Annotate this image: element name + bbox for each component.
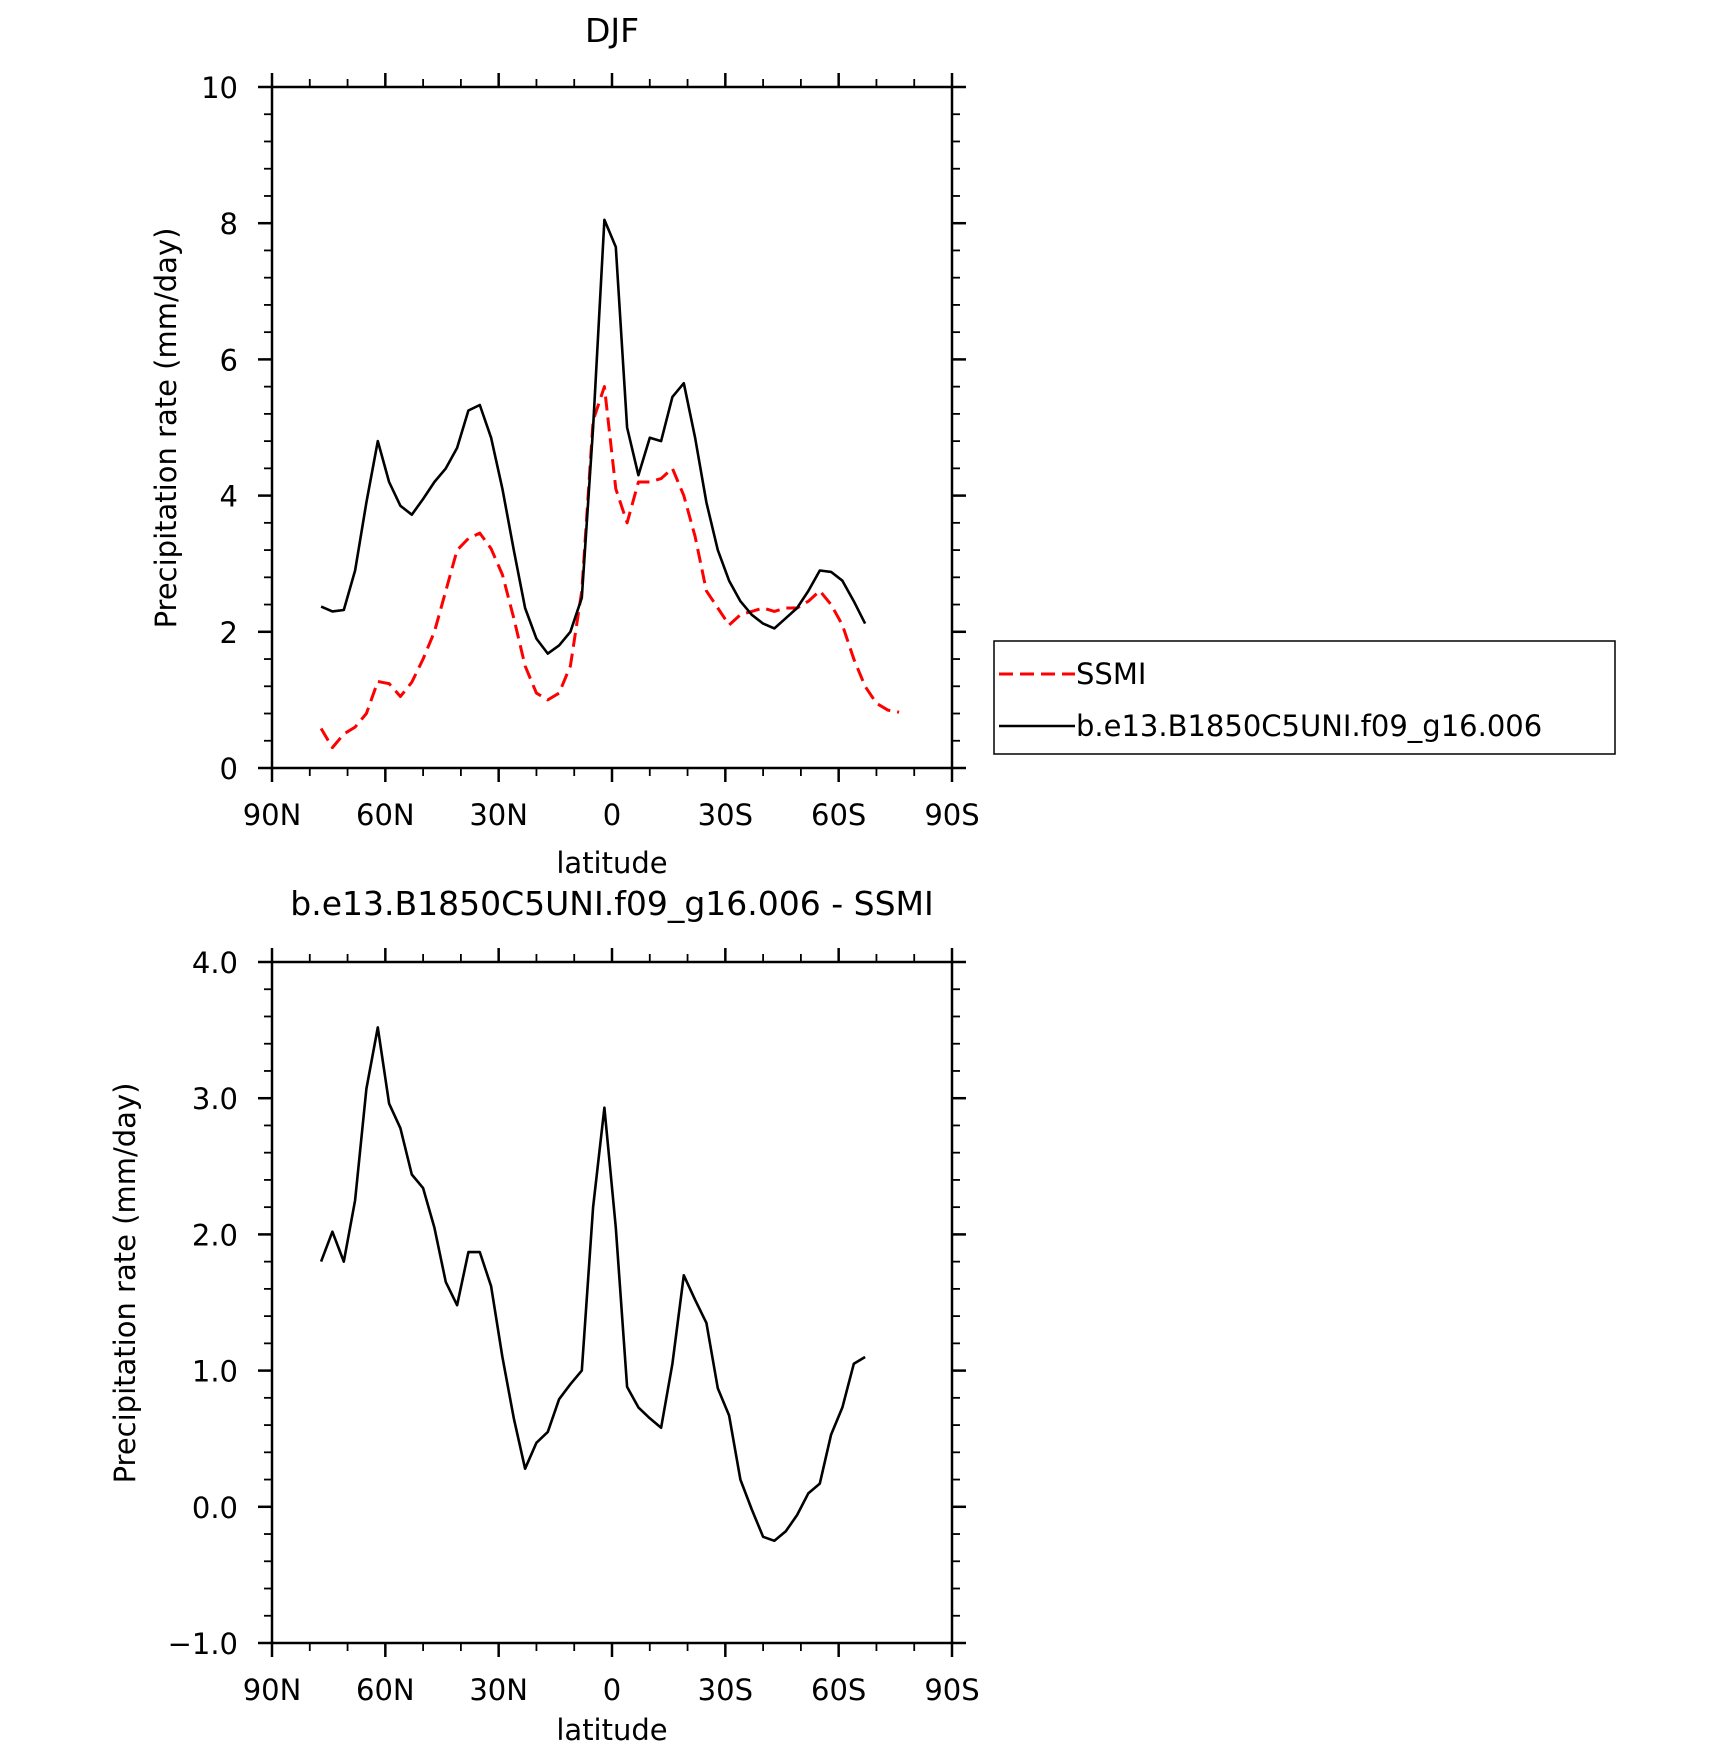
y-tick-label: 2 (220, 616, 238, 650)
x-tick-label: 30N (469, 798, 528, 832)
y-tick-label: −1.0 (168, 1627, 238, 1661)
x-tick-label: 30N (469, 1673, 528, 1707)
x-tick-label: 90N (243, 1673, 302, 1707)
top-panel: DJF 90N 60N 30N 0 30S 60S 90S 0 2 4 6 8 10 latitude… (149, 11, 980, 880)
top-y-tick-labels: 0 2 4 6 8 10 (201, 71, 238, 786)
bottom-y-tick-labels: −1.0 0.0 1.0 2.0 3.0 4.0 (168, 946, 238, 1661)
y-tick-label: 4.0 (192, 946, 238, 980)
bottom-x-axis-title: latitude (556, 1713, 667, 1745)
top-y-axis-title: Precipitation rate (mm/day) (149, 228, 183, 629)
top-x-tick-labels: 90N 60N 30N 0 30S 60S 90S (243, 798, 980, 832)
top-panel-title: DJF (585, 11, 639, 50)
top-major-ticks (258, 73, 966, 782)
y-tick-label: 0.0 (192, 1491, 238, 1525)
y-tick-label: 3.0 (192, 1082, 238, 1116)
top-plot-frame (270, 85, 954, 770)
y-tick-label: 10 (201, 71, 238, 105)
x-tick-label: 30S (698, 798, 753, 832)
series-line-b-e13-b1850c5uni-f09-g16-006 (320, 218, 867, 655)
y-tick-label: 8 (220, 207, 238, 241)
legend-box (993, 640, 1616, 755)
top-minor-ticks (264, 79, 960, 776)
y-tick-label: 1.0 (192, 1355, 238, 1389)
x-tick-label: 90S (924, 1673, 979, 1707)
bottom-plot-frame (270, 960, 954, 1645)
series-line-ssmi (319, 385, 900, 750)
y-tick-label: 6 (220, 343, 238, 377)
x-tick-label: 90N (243, 798, 302, 832)
x-tick-label: 30S (698, 1673, 753, 1707)
y-tick-label: 2.0 (192, 1218, 238, 1252)
x-tick-label: 60S (811, 1673, 866, 1707)
bottom-major-ticks (258, 948, 966, 1657)
x-tick-label: 60N (356, 798, 415, 832)
legend-label-model: b.e13.B1850C5UNI.f09_g16.006 (1076, 709, 1542, 743)
bottom-minor-ticks (264, 954, 960, 1651)
bottom-y-axis-title: Precipitation rate (mm/day) (108, 1083, 142, 1484)
top-x-axis-title: latitude (556, 846, 667, 880)
y-tick-label: 0 (220, 752, 238, 786)
x-tick-label: 0 (603, 1673, 621, 1707)
legend-label-ssmi: SSMI (1076, 657, 1146, 691)
legend: SSMI b.e13.B1850C5UNI.f09_g16.006 (993, 640, 1616, 755)
bottom-panel: b.e13.B1850C5UNI.f09_g16.006 - SSMI 90N 6… (108, 884, 980, 1745)
bottom-series-lines (319, 1026, 866, 1543)
top-series-lines (319, 218, 900, 750)
series-line-diff-0 (319, 1026, 866, 1543)
x-tick-label: 60S (811, 798, 866, 832)
x-tick-label: 90S (924, 798, 979, 832)
x-tick-label: 60N (356, 1673, 415, 1707)
x-tick-label: 0 (603, 798, 621, 832)
bottom-x-tick-labels: 90N 60N 30N 0 30S 60S 90S (243, 1673, 980, 1707)
bottom-panel-title: b.e13.B1850C5UNI.f09_g16.006 - SSMI (290, 884, 933, 923)
y-tick-label: 4 (220, 480, 238, 514)
